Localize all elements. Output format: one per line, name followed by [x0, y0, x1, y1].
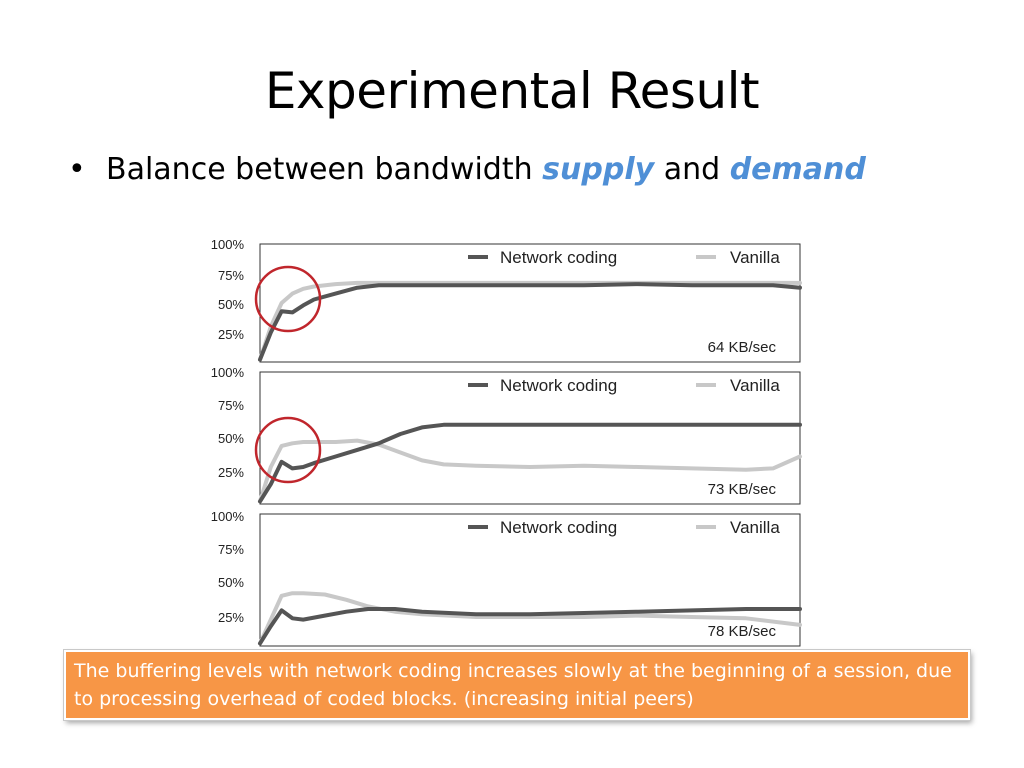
y-tick-label: 75%: [218, 542, 244, 557]
y-tick-label: 25%: [218, 610, 244, 625]
emphasis-supply: supply: [542, 152, 655, 187]
y-tick-label: 100%: [211, 365, 245, 380]
bullet-point: • Balance between bandwidth supply and de…: [68, 152, 866, 187]
y-tick-label: 75%: [218, 398, 244, 413]
series-line-network-coding: [258, 282, 802, 362]
legend-label-vanilla: Vanilla: [730, 518, 780, 537]
y-tick-label: 25%: [218, 327, 244, 342]
legend-label-network-coding: Network coding: [500, 518, 617, 537]
chart-panel-2: 100% 75% 50% 25% Network coding Vanilla 73 KB/…: [211, 365, 802, 505]
emphasis-demand: demand: [729, 152, 866, 187]
chart-panel-1: 100% 75% 50% 25% Network coding Vanilla 64 KB/…: [211, 237, 802, 363]
bullet-text-prefix: Balance between bandwidth: [106, 152, 543, 187]
y-tick-label: 75%: [218, 268, 244, 283]
rate-label: 73 KB/sec: [708, 481, 777, 498]
bullet-dot: •: [68, 152, 86, 187]
panel-frame: [259, 371, 801, 505]
panel-frame: [259, 243, 801, 363]
series-line-vanilla: [258, 591, 802, 646]
legend-label-vanilla: Vanilla: [730, 248, 780, 267]
y-tick-label: 25%: [218, 465, 244, 480]
rate-label: 78 KB/sec: [708, 623, 777, 640]
series-line-network-coding: [258, 422, 802, 504]
legend-label-network-coding: Network coding: [500, 248, 617, 267]
y-tick-label: 50%: [218, 575, 244, 590]
series-line-vanilla: [258, 438, 802, 504]
y-tick-label: 100%: [211, 509, 245, 524]
highlight-circle: [254, 416, 322, 484]
slide-title: Experimental Result: [264, 62, 760, 120]
y-tick-label: 50%: [218, 431, 244, 446]
buffering-charts: 100% 75% 50% 25% Network coding Vanilla 64 KB/…: [211, 237, 802, 647]
legend-label-network-coding: Network coding: [500, 376, 617, 395]
bullet-text-middle: and: [654, 152, 730, 187]
y-tick-label: 100%: [211, 237, 245, 252]
callout-box: The buffering levels with network coding…: [64, 650, 970, 720]
series-line-network-coding: [258, 607, 802, 646]
panel-frame: [259, 513, 801, 647]
rate-label: 64 KB/sec: [708, 339, 777, 356]
chart-panel-stack: 100% 75% 50% 25% Network coding Vanilla 64 KB/…: [200, 232, 810, 652]
y-tick-label: 50%: [218, 297, 244, 312]
chart-panel-3: 100% 75% 50% 25% Network coding Vanilla 78 KB/…: [211, 509, 802, 647]
series-line-vanilla: [258, 280, 802, 362]
highlight-circle: [254, 265, 322, 333]
legend-label-vanilla: Vanilla: [730, 376, 780, 395]
